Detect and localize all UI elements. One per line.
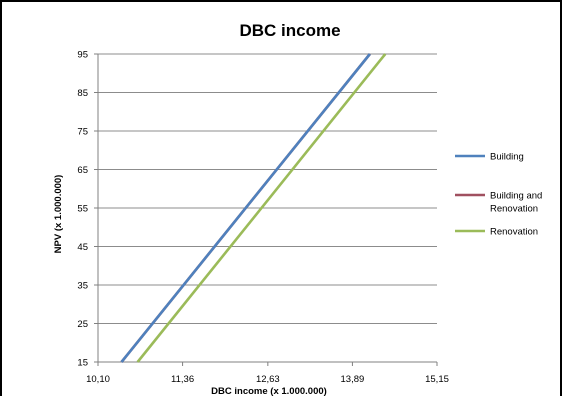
axes (97, 54, 438, 366)
series-line-building (120, 53, 371, 363)
y-tick-label: 65 (77, 165, 88, 176)
x-tick-label: 11,36 (171, 374, 194, 385)
y-tick-label: 95 (77, 50, 88, 61)
x-tick-label: 15,15 (425, 374, 449, 385)
y-tick-label: 35 (77, 281, 88, 292)
y-tick-label: 85 (77, 88, 88, 99)
series-line-renovation (136, 53, 387, 363)
chart-title: DBC income (239, 21, 340, 40)
y-tick-label: 55 (77, 204, 88, 215)
grid-lines (94, 53, 437, 363)
x-tick-labels: 10,10 11,36 12,63 13,89 15,15 (86, 374, 449, 385)
legend-label-building: Building (490, 152, 524, 163)
legend: Building Building and Renovation Renovation (455, 152, 542, 238)
y-tick-label: 45 (77, 242, 88, 253)
y-axis-label: NPV (x 1.000.000) (53, 175, 64, 254)
legend-label-building-and-renovation: Building and Renovation (490, 191, 542, 215)
y-tick-labels: 15 25 35 45 55 65 75 85 95 (77, 50, 88, 369)
x-tick-label: 10,10 (86, 374, 110, 385)
y-tick-label: 15 (77, 358, 88, 369)
x-tick-label: 12,63 (256, 374, 280, 385)
y-tick-label: 75 (77, 127, 88, 138)
series-lines (120, 53, 387, 363)
x-tick-label: 13,89 (341, 374, 365, 385)
legend-label-renovation: Renovation (490, 227, 538, 238)
y-tick-label: 25 (77, 319, 88, 330)
x-axis-label: DBC income (x 1.000.000) (211, 386, 327, 396)
